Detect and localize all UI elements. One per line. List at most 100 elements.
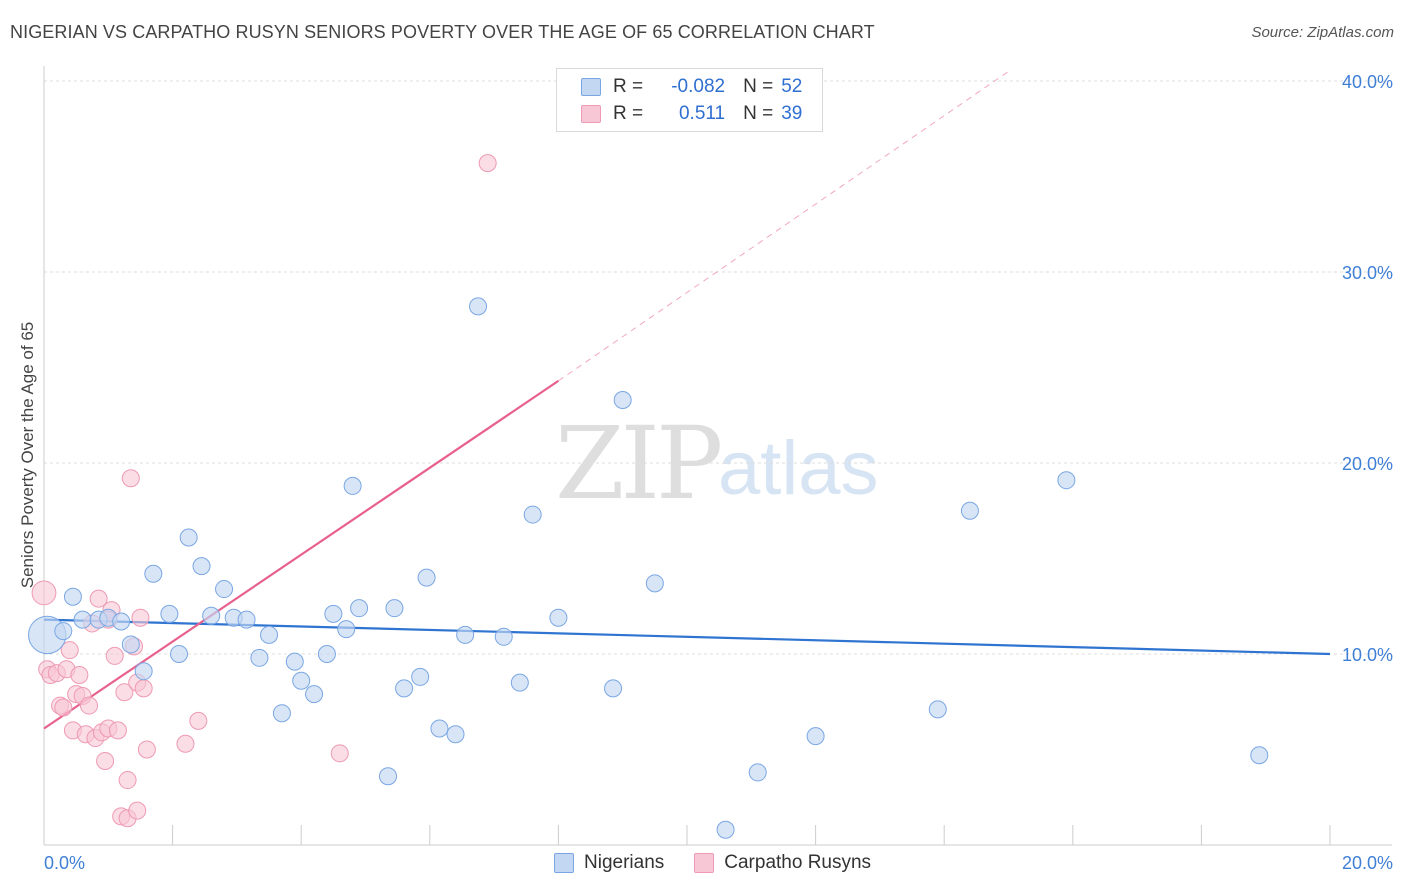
legend-row-rusyns: R = 0.511 N = 39 — [581, 101, 802, 127]
data-point-nigerian — [1250, 746, 1269, 765]
legend-swatch-blue — [554, 853, 574, 873]
data-point-nigerian — [417, 568, 436, 587]
data-point-nigerian — [237, 610, 256, 629]
series-legend: Nigerians Carpatho Rusyns — [554, 852, 901, 874]
data-point-nigerian — [305, 685, 324, 704]
data-point-rusyn — [128, 801, 147, 820]
data-point-nigerian — [645, 574, 664, 593]
x-tick-label: 20.0% — [1342, 853, 1393, 873]
series-carpatho-rusyns — [31, 154, 497, 828]
trend-lines — [43, 71, 1331, 730]
data-point-nigerian — [170, 645, 189, 663]
trend-line-rusyns — [43, 379, 560, 730]
data-point-nigerian — [317, 645, 336, 663]
data-point-nigerian — [121, 635, 140, 654]
data-point-rusyn — [121, 469, 140, 488]
data-point-nigerian — [250, 648, 269, 667]
tick-labels: 10.0% 20.0% 30.0% 40.0% 0.0% 20.0% — [44, 72, 1393, 873]
trend-line-rusyns-extrapolated — [558, 71, 1009, 382]
data-point-rusyn — [108, 721, 127, 740]
data-point-nigerian — [112, 612, 131, 631]
data-point-nigerian — [337, 620, 356, 639]
data-point-nigerian — [395, 679, 414, 698]
legend-r-label: R = — [613, 76, 644, 97]
data-point-nigerian — [604, 679, 623, 698]
data-point-nigerian — [215, 580, 234, 599]
data-point-rusyn — [60, 641, 79, 660]
data-point-nigerian — [446, 725, 465, 744]
data-point-nigerian — [469, 297, 488, 316]
grid-lines — [44, 80, 1392, 655]
legend-r-value: -0.082 — [671, 76, 726, 97]
data-point-nigerian — [350, 599, 369, 618]
data-point-nigerian — [73, 610, 92, 629]
data-point-nigerian — [179, 528, 198, 547]
legend-label-rusyns: Carpatho Rusyns — [724, 852, 872, 873]
legend-n-label: N = — [743, 76, 774, 97]
legend-n-value: 39 — [781, 103, 803, 124]
data-point-rusyn — [89, 589, 108, 608]
legend-r-value: 0.511 — [678, 103, 726, 124]
data-point-nigerian — [1057, 471, 1076, 490]
y-tick-label: 20.0% — [1342, 454, 1393, 474]
data-point-rusyn — [105, 646, 124, 665]
data-point-nigerian — [549, 608, 568, 627]
data-point-rusyn — [31, 580, 57, 606]
data-point-nigerian — [54, 622, 73, 641]
data-point-nigerian — [716, 820, 735, 839]
data-point-nigerian — [379, 767, 398, 786]
data-point-rusyn — [115, 683, 134, 702]
legend-item-nigerians[interactable]: Nigerians — [554, 852, 664, 874]
axes — [43, 66, 1392, 846]
data-point-rusyn — [189, 711, 208, 730]
data-point-rusyn — [330, 744, 349, 763]
data-point-rusyn — [118, 771, 137, 790]
data-point-rusyn — [478, 154, 497, 173]
y-tick-label: 40.0% — [1342, 72, 1393, 92]
legend-row-nigerians: R = -0.082 N = 52 — [581, 74, 802, 100]
data-point-nigerian — [285, 652, 304, 671]
data-point-nigerian — [748, 763, 767, 782]
data-point-nigerian — [806, 727, 825, 746]
data-point-nigerian — [430, 719, 449, 738]
data-point-nigerian — [928, 700, 947, 719]
source-label: Source: ZipAtlas.com — [1251, 24, 1394, 41]
watermark-atlas: atlas — [718, 426, 879, 511]
chart-title: NIGERIAN VS CARPATHO RUSYN SENIORS POVER… — [10, 22, 875, 42]
data-point-nigerian — [160, 604, 179, 623]
legend-swatch-blue — [581, 78, 601, 96]
legend-n-value: 52 — [781, 76, 803, 97]
y-tick-label: 10.0% — [1342, 645, 1393, 665]
data-point-nigerian — [272, 704, 291, 723]
data-point-nigerian — [63, 587, 82, 606]
data-point-nigerian — [385, 599, 404, 618]
data-point-nigerian — [343, 476, 362, 495]
data-point-nigerian — [456, 625, 475, 644]
legend-swatch-pink — [581, 105, 601, 123]
data-point-nigerian — [494, 627, 513, 646]
data-point-rusyn — [70, 666, 89, 685]
data-point-nigerian — [411, 667, 430, 686]
data-point-rusyn — [176, 734, 195, 753]
y-tick-label: 30.0% — [1342, 263, 1393, 283]
legend-swatch-pink — [694, 853, 715, 873]
data-point-nigerian — [202, 606, 221, 625]
data-point-nigerian — [324, 604, 343, 623]
data-point-rusyn — [137, 740, 156, 759]
legend-n-label: N = — [743, 103, 774, 124]
data-point-nigerian — [144, 564, 163, 583]
trend-line-nigerians — [43, 618, 1331, 656]
correlation-legend: R = -0.082 N = 52 R = 0.511 N = 39 — [556, 68, 823, 132]
data-point-rusyn — [131, 608, 150, 627]
data-point-nigerian — [260, 625, 279, 644]
data-point-nigerian — [613, 390, 632, 409]
legend-r-label: R = — [613, 103, 644, 124]
legend-label-nigerians: Nigerians — [584, 852, 665, 873]
legend-item-rusyns[interactable]: Carpatho Rusyns — [694, 852, 871, 874]
x-tick-label: 0.0% — [44, 853, 85, 873]
data-point-nigerian — [192, 557, 211, 576]
data-point-rusyn — [96, 751, 115, 770]
data-point-rusyn — [80, 696, 99, 715]
data-point-nigerian — [292, 671, 311, 690]
